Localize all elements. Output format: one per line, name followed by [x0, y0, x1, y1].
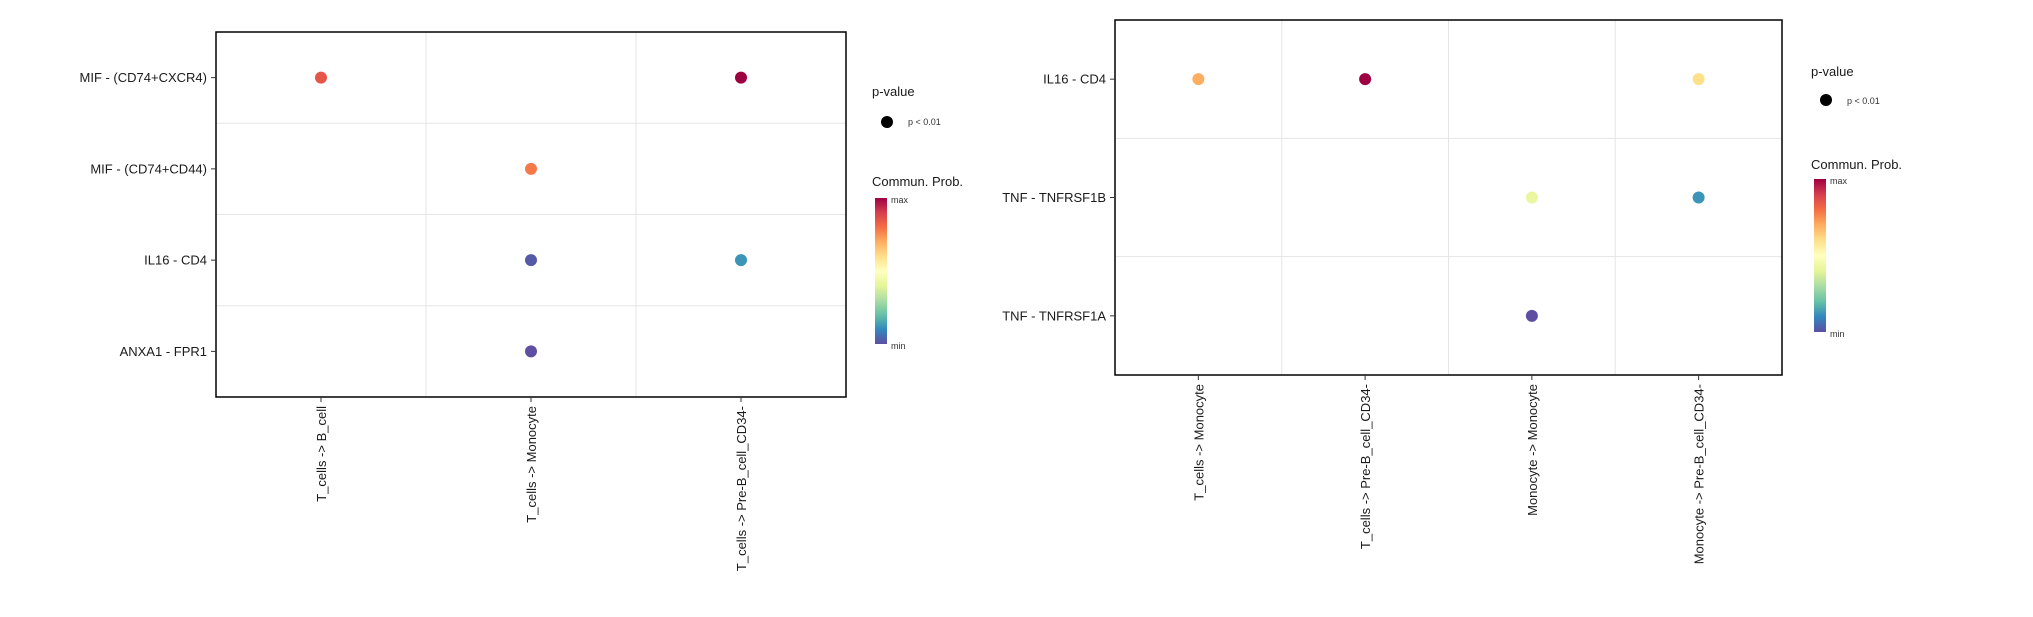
dot-il16-cd4-t-cells-monocyte — [1192, 73, 1205, 86]
legend-max-label: max — [1830, 176, 1848, 186]
legend-colorbar — [875, 198, 887, 344]
x-tick-label-monocyte-pre-b-cell-cd34: Monocyte -> Pre-B_cell_CD34- — [1692, 384, 1707, 564]
dot-il16-cd4-monocyte-pre-b-cell-cd34 — [1692, 73, 1705, 86]
dot-plot-left: MIF - (CD74+CXCR4) MIF - (CD74+CD44) IL16 … — [80, 31, 963, 571]
legend-pvalue-dot — [881, 116, 893, 128]
legend-color-title: Commun. Prob. — [1811, 157, 1902, 172]
dot-mif-cd74-cxcr4-t-cells-b-cell — [315, 71, 327, 84]
legend-pvalue-title: p-value — [872, 84, 915, 99]
x-tick-label-t-cells-pre-b-cell-cd34: T_cells -> Pre-B_cell_CD34- — [1358, 384, 1373, 549]
dot-il16-cd4-t-cells-monocyte — [525, 254, 537, 267]
dot-il16-cd4-t-cells-pre-b-cell-cd34 — [1359, 73, 1372, 86]
y-tick-label-il16-cd4: IL16 - CD4 — [1043, 72, 1106, 87]
y-tick-label-tnf-tnfrsf1b: TNF - TNFRSF1B — [1002, 190, 1106, 205]
dot-tnf-tnfrsf1a-monocyte-monocyte — [1525, 309, 1538, 322]
legend-pvalue-label: p < 0.01 — [908, 117, 941, 127]
y-tick-label-tnf-tnfrsf1a: TNF - TNFRSF1A — [1002, 308, 1106, 323]
legend-pvalue-dot — [1820, 94, 1832, 106]
dot-mif-cd74-cd44-t-cells-monocyte — [525, 162, 537, 175]
y-tick-label-mif-cd74-cd44: MIF - (CD74+CD44) — [90, 161, 207, 176]
y-tick-label-mif-cd74-cxcr4: MIF - (CD74+CXCR4) — [80, 70, 208, 85]
legend-min-label: min — [891, 341, 906, 351]
y-tick-label-il16-cd4: IL16 - CD4 — [144, 253, 207, 268]
legend-pvalue-title: p-value — [1811, 64, 1854, 79]
x-tick-label-t-cells-pre-b-cell-cd34: T_cells -> Pre-B_cell_CD34- — [734, 406, 749, 571]
dot-il16-cd4-t-cells-pre-b-cell-cd34 — [735, 254, 747, 267]
legend-max-label: max — [891, 195, 909, 205]
legend-color-title: Commun. Prob. — [872, 174, 963, 189]
x-tick-label-t-cells-monocyte: T_cells -> Monocyte — [1191, 384, 1206, 501]
legend-colorbar — [1814, 179, 1826, 332]
legend-pvalue-label: p < 0.01 — [1847, 96, 1880, 106]
dot-tnf-tnfrsf1b-monocyte-monocyte — [1525, 191, 1538, 204]
dot-tnf-tnfrsf1b-monocyte-pre-b-cell-cd34 — [1692, 191, 1705, 204]
dot-plot-right: IL16 - CD4 TNF - TNFRSF1B TNF - TNFRSF1A T_… — [1002, 19, 1902, 564]
dot-mif-cd74-cxcr4-t-cells-pre-b-cell-cd34 — [735, 71, 747, 84]
x-tick-label-t-cells-monocyte: T_cells -> Monocyte — [524, 406, 539, 523]
x-tick-label-t-cells-b-cell: T_cells -> B_cell — [314, 406, 329, 502]
dot-anxa1-fpr1-t-cells-monocyte — [525, 345, 537, 358]
x-tick-label-monocyte-monocyte: Monocyte -> Monocyte — [1525, 384, 1540, 516]
y-tick-label-anxa1-fpr1: ANXA1 - FPR1 — [120, 344, 207, 359]
legend-min-label: min — [1830, 329, 1845, 339]
